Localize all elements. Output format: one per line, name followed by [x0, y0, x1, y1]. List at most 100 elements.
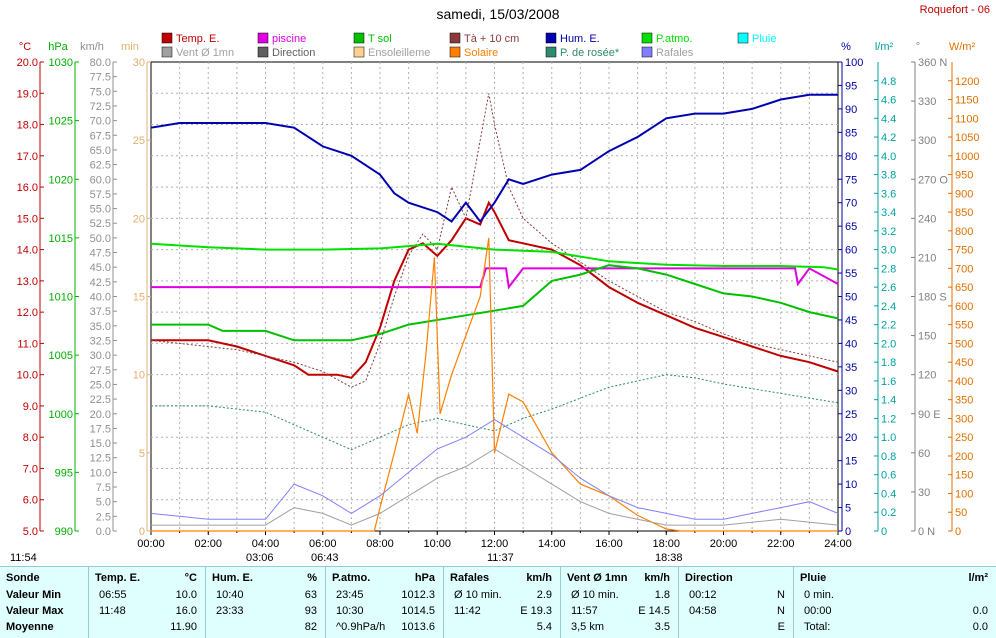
- axis-label-solar: 1200: [955, 76, 979, 88]
- stats-column-head: Sonde: [6, 572, 40, 584]
- axis-label-solar: 650: [955, 282, 973, 294]
- axis-label-hum: 30: [845, 385, 857, 397]
- axis-label-hum: 75: [845, 174, 857, 186]
- axis-label-temp: 20.0: [17, 57, 38, 69]
- stats-column-unit: %: [307, 572, 317, 584]
- axis-label-hum: 50: [845, 292, 857, 304]
- axis-unit-temp: °C: [19, 41, 31, 53]
- axis-label-wind: 30.0: [90, 350, 111, 362]
- stats-column-head: P.atmo.: [332, 572, 371, 584]
- axis-label-wind: 27.5: [90, 365, 111, 377]
- axis-label-rain: 1.4: [881, 395, 896, 407]
- series-line: [150, 242, 839, 271]
- axis-label-rain: 4.2: [881, 132, 896, 144]
- axis-label-wind: 62.5: [90, 160, 111, 172]
- legend-swatch: [641, 32, 653, 44]
- x-tick-label: 08:00: [366, 538, 394, 550]
- legend-swatch: [641, 46, 653, 58]
- axis-label-hum: 70: [845, 198, 857, 210]
- stats-column: P.atmo. hPa 23:45 1012.3 10:30 1014.5 ^0.9hPa/…: [325, 567, 443, 638]
- axis-label-solar: 950: [955, 170, 973, 182]
- axis-label-solar: 800: [955, 226, 973, 238]
- axis-label-min: 25: [133, 135, 145, 147]
- stats-cell-value: 1.8: [654, 589, 670, 601]
- axis-label-hum: 45: [845, 315, 857, 327]
- axis-label-hum: 25: [845, 409, 857, 421]
- axis-label-wind: 32.5: [90, 335, 111, 347]
- axis-label-dir: 240: [918, 213, 936, 225]
- axis-label-rain: 1.2: [881, 413, 896, 425]
- axis-label-press: 1020: [49, 174, 73, 186]
- stats-cell-time: ^0.9hPa/h: [336, 621, 386, 633]
- legend-label: P.atmo.: [656, 33, 693, 45]
- stats-row-label: Moyenne: [6, 621, 54, 633]
- legend-label: Tà + 10 cm: [464, 33, 519, 45]
- axis-label-hum: 35: [845, 362, 857, 374]
- axis-label-rain: 2.8: [881, 263, 896, 275]
- x-tick-label: 14:00: [538, 538, 566, 550]
- axis-label-solar: 300: [955, 413, 973, 425]
- axis-label-dir: 330: [918, 96, 936, 108]
- legend-label: Hum. E.: [560, 33, 600, 45]
- stats-cell-value: 5.4: [536, 621, 552, 633]
- axis-label-wind: 5.0: [96, 497, 111, 509]
- stats-cell-time: 10:40: [216, 589, 244, 601]
- axis-label-solar: 1050: [955, 132, 979, 144]
- stats-column-unit: hPa: [414, 572, 435, 584]
- axis-label-hum: 5: [845, 503, 851, 515]
- stats-cell-time: 23:45: [336, 589, 364, 601]
- axis-label-wind: 47.5: [90, 248, 111, 260]
- axis-label-rain: 4.0: [881, 151, 896, 163]
- stats-cell-value: 82: [304, 621, 317, 633]
- legend-swatch: [257, 32, 269, 44]
- stats-cell-value: E 14.5: [638, 605, 670, 617]
- moonrise-time: 11:54: [10, 552, 37, 564]
- legend-swatch: [353, 32, 365, 44]
- weather-chart: 00:00 02:00 04:00 06:00 08:00 10:00 12:00 14:00…: [10, 32, 979, 564]
- axis-label-dir: 0 N: [918, 526, 935, 538]
- axis-label-dir: 150: [918, 331, 936, 343]
- axis-label-rain: 3.2: [881, 226, 896, 238]
- stats-cell-time: 3,5 km: [571, 621, 605, 633]
- stats-cell-value: 93: [304, 605, 317, 617]
- stats-column-unit: °C: [184, 572, 197, 584]
- axis-label-temp: 14.0: [17, 245, 38, 257]
- axis-label-temp: 8.0: [23, 432, 38, 444]
- axis-label-min: 5: [139, 448, 145, 460]
- axis-label-min: 30: [133, 57, 145, 69]
- axis-label-solar: 200: [955, 451, 973, 463]
- axis-label-wind: 35.0: [90, 321, 111, 333]
- axis-label-rain: 3.6: [881, 188, 896, 200]
- axis-label-solar: 1150: [955, 95, 979, 107]
- legend-label: T sol: [368, 33, 392, 45]
- stats-column: Sonde Valeur Min Valeur Max Moyenne: [0, 567, 88, 638]
- axis-label-wind: 0.0: [96, 526, 111, 538]
- axis-label-dir: 360 N: [918, 57, 947, 69]
- axis-label-solar: 850: [955, 207, 973, 219]
- axis-label-solar: 600: [955, 301, 973, 313]
- stats-column: Temp. E. °C 06:55 10.0 11:48 16.0 11.90: [88, 567, 205, 638]
- axis-label-dir: 270 O: [918, 174, 948, 186]
- axis-label-wind: 65.0: [90, 145, 111, 157]
- axis-unit-wind: km/h: [80, 41, 104, 53]
- axis-label-dir: 30: [918, 487, 930, 499]
- axis-label-temp: 5.0: [23, 526, 38, 538]
- x-tick-label: 18:00: [652, 538, 680, 550]
- x-tick-label: 22:00: [767, 538, 795, 550]
- axis-label-temp: 7.0: [23, 463, 38, 475]
- axis-label-dir: 120: [918, 370, 936, 382]
- axis-unit-rain: l/m²: [875, 41, 894, 53]
- stats-cell-time: 11:48: [99, 605, 126, 617]
- stats-cell-time: 06:55: [99, 589, 127, 601]
- axis-label-wind: 7.5: [96, 482, 111, 494]
- axis-label-wind: 50.0: [90, 233, 111, 245]
- stats-cell-value: 1012.3: [401, 589, 435, 601]
- legend-swatch: [449, 32, 461, 44]
- axis-label-wind: 40.0: [90, 292, 111, 304]
- axis-label-temp: 9.0: [23, 401, 38, 413]
- axis-label-solar: 50: [955, 507, 967, 519]
- stats-cell-value: 0.0: [972, 605, 988, 617]
- axis-label-wind: 80.0: [90, 57, 111, 69]
- axis-label-wind: 52.5: [90, 218, 111, 230]
- axis-label-rain: 2.2: [881, 320, 896, 332]
